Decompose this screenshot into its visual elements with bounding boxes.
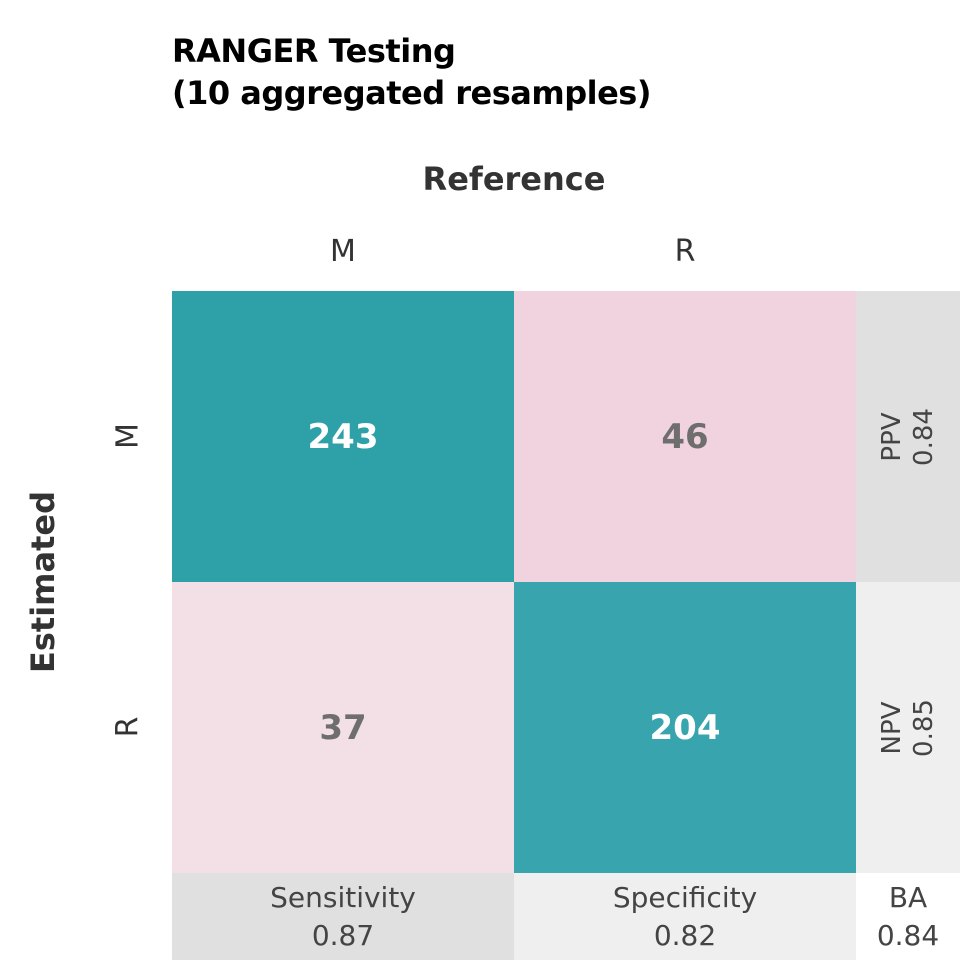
matrix-cell-mm: 243 xyxy=(172,291,514,582)
row-tick-label-r: R xyxy=(110,716,146,738)
overall-metric-ba: BA 0.84 xyxy=(856,873,960,960)
sensitivity-value: 0.87 xyxy=(311,918,375,952)
cell-value-label: 243 xyxy=(307,416,379,457)
ba-label: BA xyxy=(888,880,928,914)
matrix-cell-rr: 204 xyxy=(514,582,856,873)
cell-value-label: 204 xyxy=(649,707,721,748)
chart-title-line-2: (10 aggregated resamples) xyxy=(172,74,651,112)
chart-title-line-1: RANGER Testing xyxy=(172,32,456,70)
matrix-cell-rm: 37 xyxy=(172,582,514,873)
cell-value-label: 46 xyxy=(661,416,709,457)
column-tick-label-r: R xyxy=(674,234,696,269)
specificity-value: 0.82 xyxy=(653,918,717,952)
row-tick-label-m: M xyxy=(110,423,146,449)
sensitivity-label: Sensitivity xyxy=(270,880,416,914)
npv-label: NPV xyxy=(877,701,907,754)
row-metric-ppv: PPV 0.84 xyxy=(856,291,960,582)
row-metric-npv: NPV 0.85 xyxy=(856,582,960,873)
column-metric-specificity: Specificity 0.82 xyxy=(514,873,856,960)
y-axis-label: Estimated xyxy=(24,490,62,674)
column-tick-label-m: M xyxy=(330,234,356,269)
ba-value: 0.84 xyxy=(876,918,940,952)
chart-title: RANGER Testing (10 aggregated resamples) xyxy=(172,30,651,114)
npv-value: 0.85 xyxy=(909,698,939,757)
cell-value-label: 37 xyxy=(319,707,367,748)
x-axis-label: Reference xyxy=(422,160,606,198)
ppv-value: 0.84 xyxy=(909,407,939,466)
ppv-label: PPV xyxy=(877,411,907,462)
column-metric-sensitivity: Sensitivity 0.87 xyxy=(172,873,514,960)
specificity-label: Specificity xyxy=(612,880,758,914)
matrix-cell-mr: 46 xyxy=(514,291,856,582)
